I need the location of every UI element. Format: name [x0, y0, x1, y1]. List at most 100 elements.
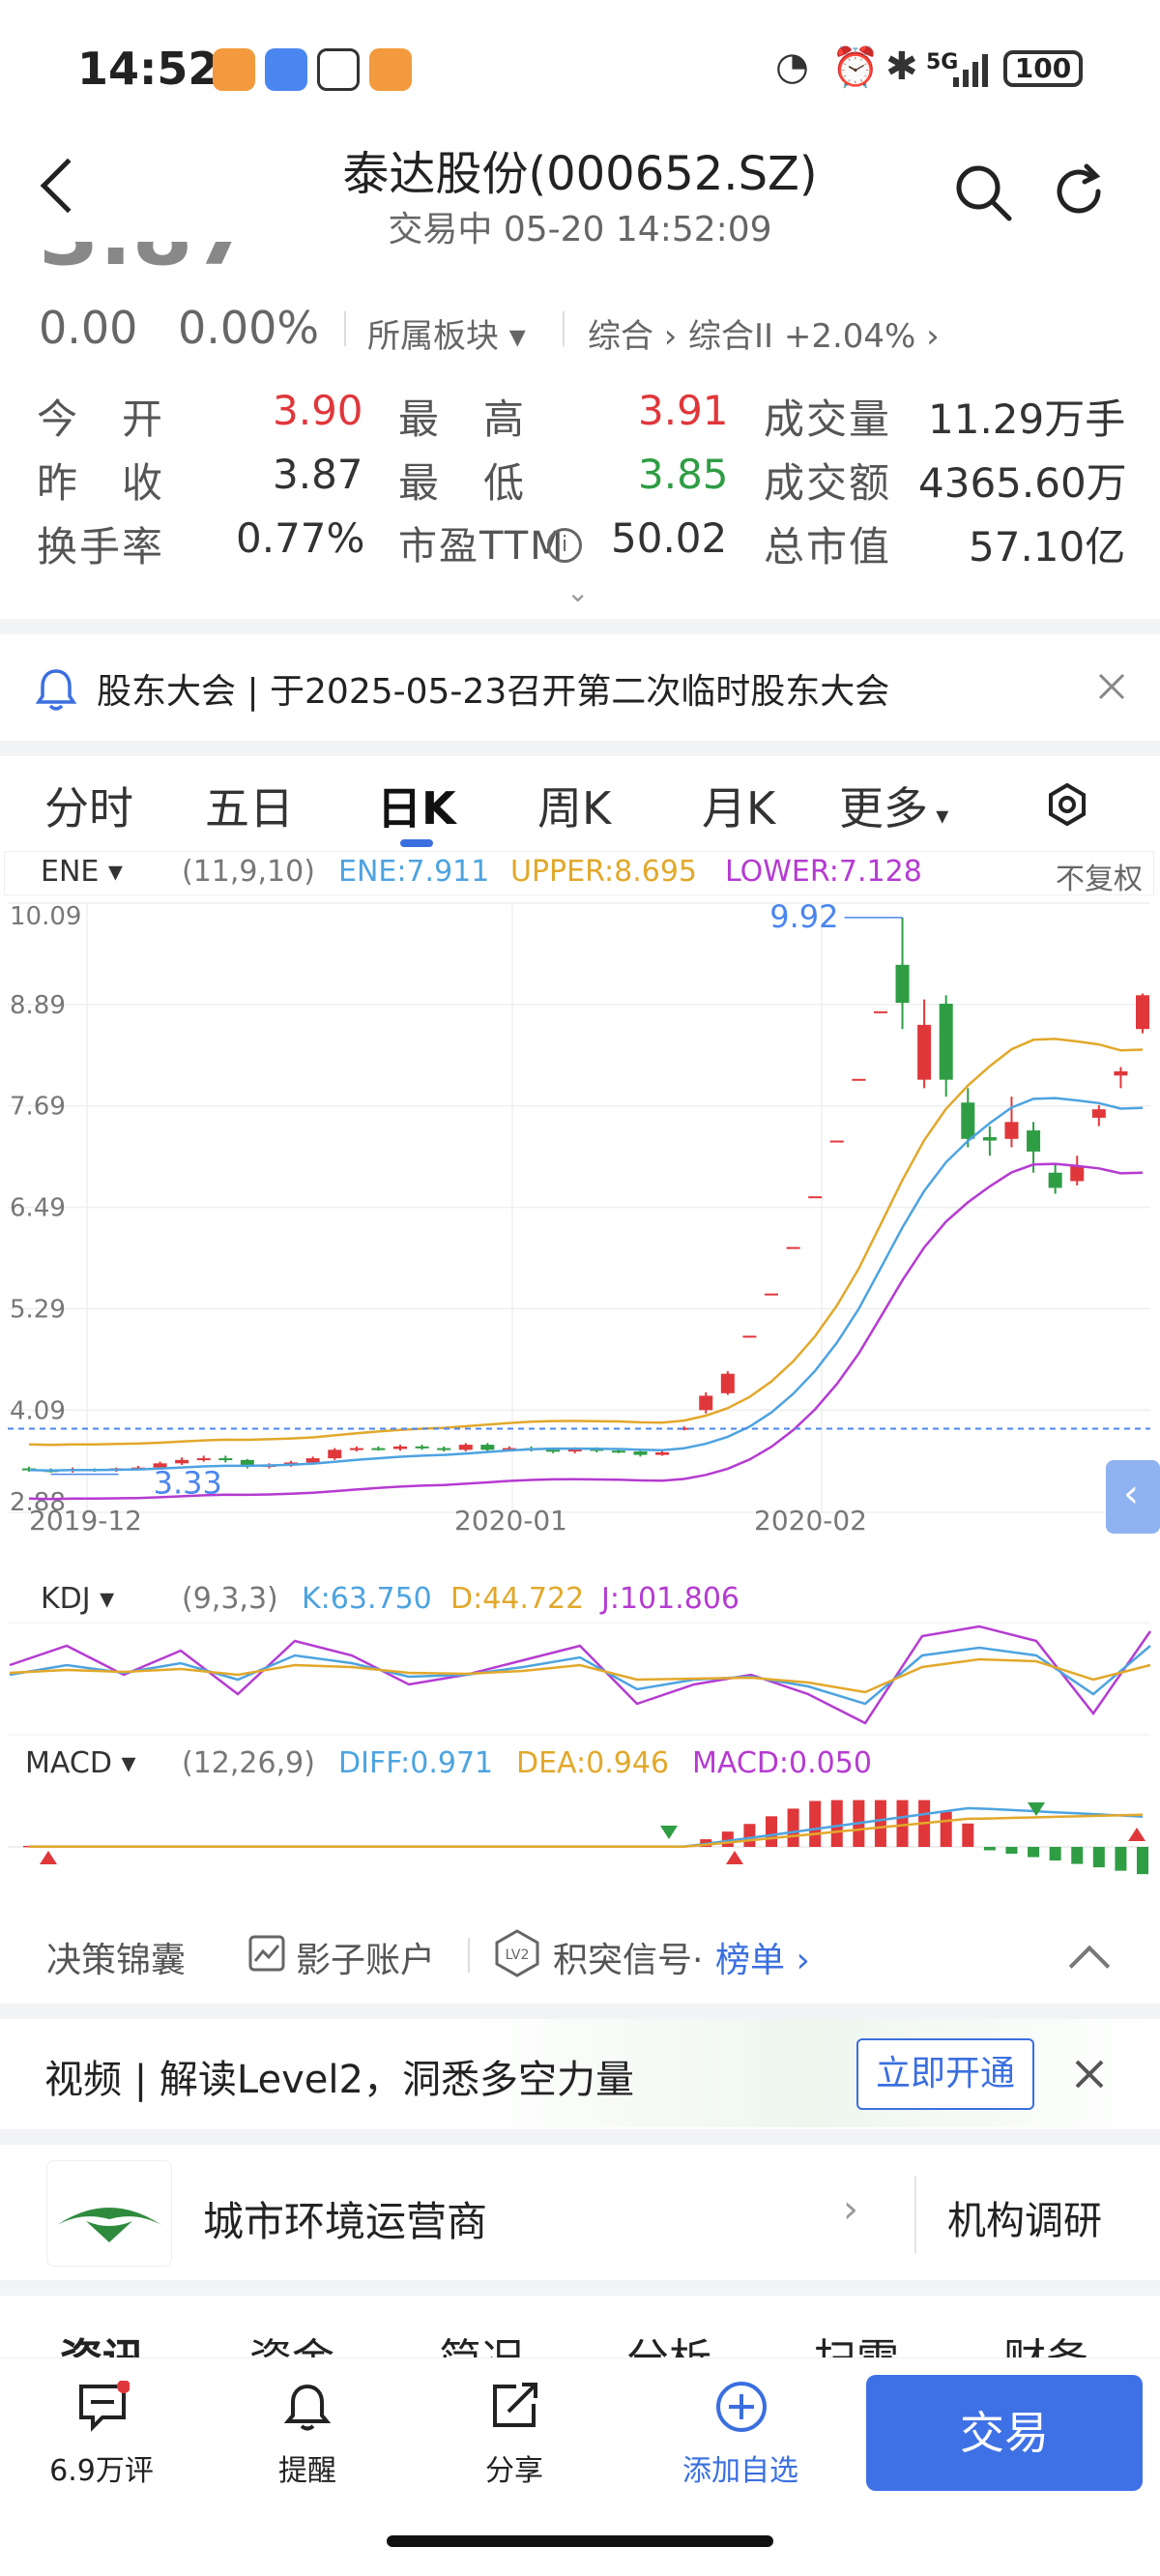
- signal-link[interactable]: 积突信号·: [553, 1941, 704, 1980]
- stat-label[interactable]: 总市值: [764, 523, 892, 571]
- macd-bar: [874, 1800, 886, 1847]
- speed-icon: ◔: [775, 44, 809, 89]
- chart-icon: [248, 1935, 285, 1972]
- divider: [914, 2176, 916, 2253]
- app-notification-icon-2: [369, 48, 412, 91]
- candle-body: [720, 1373, 735, 1393]
- section-divider: [0, 2004, 1160, 2019]
- candle-body: [786, 1246, 800, 1249]
- board-1[interactable]: 综合 ›: [588, 317, 678, 356]
- ene-selector[interactable]: ENE ▾: [41, 855, 123, 889]
- share-label[interactable]: 分享: [485, 2454, 543, 2488]
- tab-minute[interactable]: 分时: [44, 782, 133, 834]
- tab-day-k[interactable]: 日K: [377, 782, 456, 834]
- macd-bar: [1137, 1847, 1148, 1875]
- macd-signal-marker: [1028, 1802, 1045, 1816]
- candle-body: [655, 1451, 670, 1455]
- candle-body: [502, 1448, 516, 1450]
- stat-value: 3.87: [273, 451, 363, 498]
- price-change-pct: 0.00%: [178, 302, 320, 354]
- subtab-news[interactable]: 资讯: [60, 2325, 145, 2357]
- kdj-params: (9,3,3): [182, 1582, 278, 1616]
- promo-text: 视频 | 解读Level2，洞悉多空力量: [44, 2058, 634, 2102]
- institution-research-link[interactable]: 机构调研: [947, 2199, 1102, 2243]
- close-icon[interactable]: [1073, 2058, 1106, 2091]
- candle-body: [808, 1196, 823, 1199]
- board-label[interactable]: 所属板块 ▾: [367, 317, 526, 356]
- app-notification-icon: [213, 48, 255, 91]
- stat-label: 最 高: [398, 395, 527, 443]
- macd-selector[interactable]: MACD ▾: [25, 1746, 136, 1780]
- stat-value: 3.90: [273, 387, 363, 434]
- open-button[interactable]: 立即开通: [856, 2038, 1034, 2110]
- home-indicator: [387, 2535, 773, 2547]
- macd-bar: [1028, 1847, 1040, 1858]
- alert-label[interactable]: 提醒: [278, 2454, 336, 2488]
- kdj-chart[interactable]: [0, 1621, 1160, 1737]
- macd-bar: [1092, 1847, 1105, 1868]
- tab-month-k[interactable]: 月K: [702, 782, 776, 834]
- subtab-funds[interactable]: 资金: [249, 2325, 334, 2357]
- subtab-analysis[interactable]: 分析: [626, 2325, 711, 2357]
- notice-bar[interactable]: [0, 638, 1160, 754]
- candle-body: [939, 1003, 953, 1080]
- collapse-chevron-icon[interactable]: [1068, 1945, 1111, 1987]
- page-title: 泰达股份(000652.SZ): [342, 147, 818, 201]
- subtab-profile[interactable]: 简况: [439, 2325, 524, 2357]
- y-tick-label: 6.49: [10, 1194, 66, 1223]
- share-icon[interactable]: [487, 2379, 541, 2433]
- stat-label: 今 开: [37, 395, 165, 443]
- rank-link[interactable]: 榜单 ›: [715, 1941, 810, 1980]
- status-time: 14:52: [77, 43, 219, 95]
- macd-bar: [830, 1800, 843, 1847]
- divider: [563, 311, 565, 346]
- company-tag[interactable]: 城市环境运营商: [203, 2198, 488, 2245]
- y-tick-label: 2.88: [10, 1488, 66, 1517]
- close-icon[interactable]: [1096, 671, 1127, 702]
- upper-band-line: [28, 1038, 1144, 1447]
- macd-chart[interactable]: [0, 1783, 1160, 1876]
- chevron-right-icon[interactable]: ›: [843, 2187, 858, 2232]
- expand-chevron-icon[interactable]: ⌄: [566, 576, 590, 608]
- adjust-selector[interactable]: 不复权: [1056, 863, 1143, 896]
- search-icon[interactable]: [953, 162, 1015, 224]
- add-watchlist-icon[interactable]: [713, 2379, 769, 2435]
- macd-signal-marker: [660, 1826, 678, 1839]
- candle-body: [371, 1448, 386, 1450]
- alert-bell-icon[interactable]: [280, 2381, 334, 2435]
- stat-value: 11.29万手: [928, 395, 1126, 443]
- stat-label: 换手率: [37, 523, 165, 571]
- shadow-account-link[interactable]: 影子账户: [296, 1941, 436, 1980]
- candle-body: [852, 1078, 866, 1081]
- subtab-finance[interactable]: 财务: [1003, 2325, 1088, 2357]
- info-icon[interactable]: i: [547, 528, 582, 563]
- macd-diff-line: [29, 1806, 1144, 1848]
- kdj-selector[interactable]: KDJ ▾: [41, 1582, 115, 1616]
- trade-button[interactable]: 交易: [866, 2375, 1143, 2491]
- subtab-risk[interactable]: 扫雷: [814, 2325, 899, 2357]
- decision-bag-link[interactable]: 决策锦囊: [46, 1941, 187, 1980]
- section-divider: [0, 2129, 1160, 2145]
- tab-week-k[interactable]: 周K: [537, 782, 612, 834]
- candle-body: [328, 1449, 342, 1459]
- refresh-icon[interactable]: [1052, 162, 1110, 220]
- settings-icon[interactable]: [1044, 781, 1090, 828]
- candle-body: [611, 1450, 625, 1453]
- tab-more[interactable]: 更多 ▾: [839, 782, 949, 834]
- x-tick-label: 2020-02: [754, 1505, 867, 1534]
- comment-icon[interactable]: [75, 2381, 130, 2435]
- section-divider: [0, 619, 1160, 634]
- chart-scroll-handle: [1106, 1460, 1160, 1534]
- candle-body: [393, 1446, 407, 1449]
- tab-five-day[interactable]: 五日: [205, 782, 294, 834]
- candle-body: [742, 1335, 757, 1338]
- stat-label: 成交额: [764, 459, 892, 507]
- macd-dea-value: DEA:0.946: [516, 1746, 670, 1780]
- x-tick-label: 2020-01: [454, 1505, 567, 1534]
- add-watchlist-label[interactable]: 添加自选: [682, 2454, 798, 2488]
- candlestick-chart[interactable]: 10.09 8.89 7.69 6.49 5.29 4.09 2.88 9.92 3.33 201…: [0, 895, 1160, 1534]
- y-tick-label: 8.89: [10, 991, 66, 1020]
- board-2[interactable]: 综合II +2.04% ›: [688, 317, 940, 356]
- comments-label[interactable]: 6.9万评: [49, 2454, 154, 2488]
